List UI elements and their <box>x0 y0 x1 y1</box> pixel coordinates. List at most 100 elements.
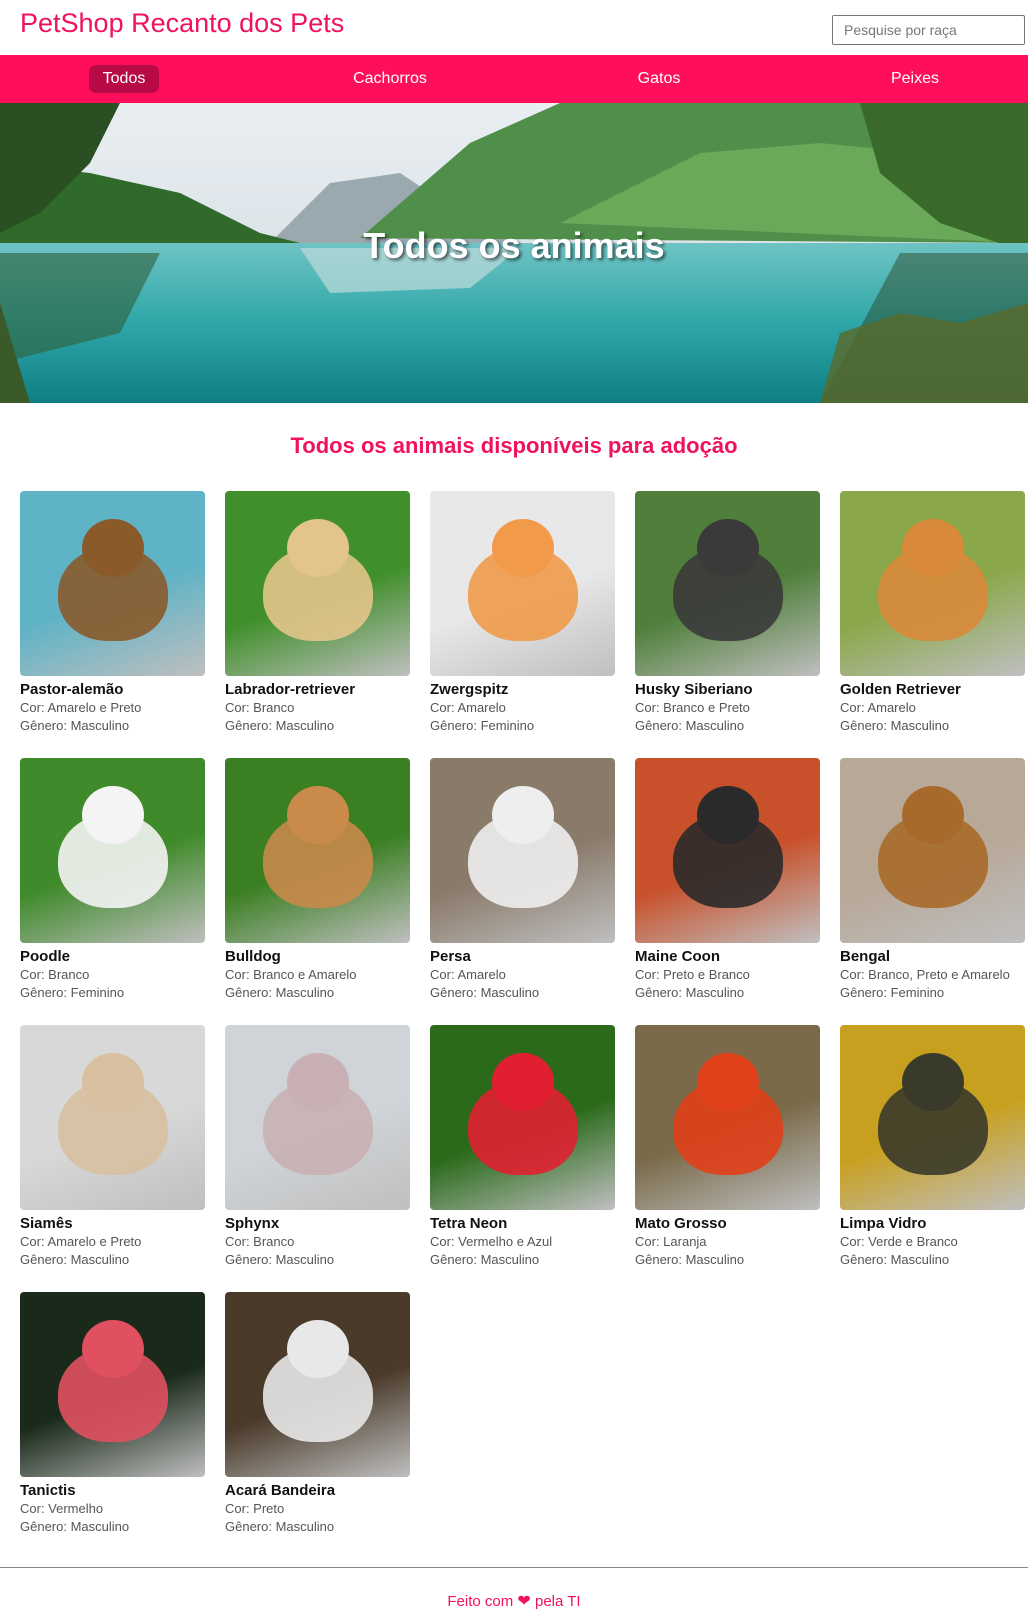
animal-name[interactable]: Husky Siberiano <box>635 681 753 698</box>
animal-card[interactable]: Bulldog Cor: Branco e Amarelo Gênero: Masc… <box>225 758 410 1008</box>
animal-gender: Gênero: Masculino <box>635 718 745 733</box>
animal-photo[interactable] <box>20 758 205 943</box>
heart-icon: ❤ <box>517 1593 531 1610</box>
animal-head <box>902 1053 964 1111</box>
animal-head <box>82 519 144 577</box>
animal-card[interactable]: Siamês Cor: Amarelo e Preto Gênero: Mascul… <box>20 1025 205 1275</box>
animal-photo[interactable] <box>635 491 820 676</box>
animal-color: Cor: Amarelo e Preto <box>20 1234 142 1249</box>
animal-gender: Gênero: Feminino <box>20 985 125 1000</box>
animal-photo[interactable] <box>840 491 1025 676</box>
animal-color: Cor: Preto e Branco <box>635 967 750 982</box>
animal-photo[interactable] <box>635 1025 820 1210</box>
animal-photo[interactable] <box>20 1292 205 1477</box>
animal-name[interactable]: Zwergspitz <box>430 681 509 698</box>
animal-gender: Gênero: Masculino <box>20 1519 130 1534</box>
nav-item-gatos[interactable]: Gatos <box>637 70 681 87</box>
footer: Feito com ❤ pela TI <box>0 1591 1028 1611</box>
animal-head <box>697 786 759 844</box>
animal-head <box>492 519 554 577</box>
animal-head <box>287 786 349 844</box>
animal-name[interactable]: Bengal <box>840 948 891 965</box>
animal-color: Cor: Amarelo <box>840 700 916 715</box>
animal-card[interactable]: Poodle Cor: Branco Gênero: Feminino <box>20 758 205 1008</box>
animal-head <box>82 786 144 844</box>
animal-color: Cor: Branco, Preto e Amarelo <box>840 967 1010 982</box>
animal-color: Cor: Amarelo <box>430 967 506 982</box>
animal-name[interactable]: Persa <box>430 948 471 965</box>
animal-card[interactable]: Maine Coon Cor: Preto e Branco Gênero: Mas… <box>635 758 820 1008</box>
animal-color: Cor: Amarelo <box>430 700 506 715</box>
animal-gender: Gênero: Masculino <box>225 1519 335 1534</box>
animal-name[interactable]: Tanictis <box>20 1482 76 1499</box>
animal-card[interactable]: Golden Retriever Cor: Amarelo Gênero: Masc… <box>840 491 1025 741</box>
nav-item-peixes[interactable]: Peixes <box>890 70 940 87</box>
animal-name[interactable]: Labrador-retriever <box>225 681 356 698</box>
animal-photo[interactable] <box>20 491 205 676</box>
animal-photo[interactable] <box>225 491 410 676</box>
animal-card[interactable]: Tetra Neon Cor: Vermelho e Azul Gênero: Ma… <box>430 1025 615 1275</box>
animal-photo[interactable] <box>840 1025 1025 1210</box>
animal-card[interactable]: Sphynx Cor: Branco Gênero: Masculino <box>225 1025 410 1275</box>
search-input[interactable] <box>832 15 1025 45</box>
animal-name[interactable]: Sphynx <box>225 1215 280 1232</box>
animal-gender: Gênero: Masculino <box>430 985 540 1000</box>
animal-photo[interactable] <box>635 758 820 943</box>
animal-card[interactable]: Tanictis Cor: Vermelho Gênero: Masculino <box>20 1292 205 1542</box>
animal-card[interactable]: Limpa Vidro Cor: Verde e Branco Gênero: Ma… <box>840 1025 1025 1275</box>
animal-card[interactable]: Bengal Cor: Branco, Preto e Amarelo Gênero… <box>840 758 1025 1008</box>
animal-head <box>82 1053 144 1111</box>
animal-card[interactable]: Mato Grosso Cor: Laranja Gênero: Masculino <box>635 1025 820 1275</box>
animal-name[interactable]: Acará Bandeira <box>225 1482 336 1499</box>
animal-photo[interactable] <box>225 1025 410 1210</box>
animal-head <box>697 1053 759 1111</box>
animal-color: Cor: Branco <box>225 700 295 715</box>
animal-head <box>82 1320 144 1378</box>
hero-banner: Todos os animais <box>0 103 1028 403</box>
animal-card[interactable]: Acará Bandeira Cor: Preto Gênero: Masculin… <box>225 1292 410 1542</box>
animal-color: Cor: Verde e Branco <box>840 1234 958 1249</box>
animal-gender: Gênero: Masculino <box>225 718 335 733</box>
animal-name[interactable]: Golden Retriever <box>840 681 961 698</box>
animal-head <box>492 1053 554 1111</box>
animal-photo[interactable] <box>840 758 1025 943</box>
animal-name[interactable]: Siamês <box>20 1215 73 1232</box>
animal-photo[interactable] <box>20 1025 205 1210</box>
animal-photo[interactable] <box>225 758 410 943</box>
top-bar: PetShop Recanto dos Pets <box>0 0 1028 55</box>
animal-color: Cor: Branco <box>225 1234 295 1249</box>
animal-photo[interactable] <box>430 1025 615 1210</box>
animal-card[interactable]: Husky Siberiano Cor: Branco e Preto Gênero… <box>635 491 820 741</box>
animal-gender: Gênero: Masculino <box>840 1252 950 1267</box>
animal-gender: Gênero: Feminino <box>430 718 535 733</box>
animal-color: Cor: Preto <box>225 1501 285 1516</box>
animal-color: Cor: Vermelho e Azul <box>430 1234 553 1249</box>
animal-card[interactable]: Zwergspitz Cor: Amarelo Gênero: Feminino <box>430 491 615 741</box>
nav-item-cachorros[interactable]: Cachorros <box>353 70 427 87</box>
animal-name[interactable]: Pastor-alemão <box>20 681 124 698</box>
animal-gender: Gênero: Masculino <box>635 985 745 1000</box>
animal-name[interactable]: Mato Grosso <box>635 1215 727 1232</box>
animal-photo[interactable] <box>225 1292 410 1477</box>
animal-name[interactable]: Limpa Vidro <box>840 1215 927 1232</box>
animal-name[interactable]: Maine Coon <box>635 948 720 965</box>
animal-color: Cor: Amarelo e Preto <box>20 700 142 715</box>
animal-name[interactable]: Tetra Neon <box>430 1215 508 1232</box>
animal-card[interactable]: Pastor-alemão Cor: Amarelo e Preto Gênero:… <box>20 491 205 741</box>
nav-item-todos[interactable]: Todos <box>89 65 159 93</box>
animal-head <box>287 1320 349 1378</box>
hero-title: Todos os animais <box>363 225 665 266</box>
footer-divider <box>0 1567 1028 1568</box>
animal-head <box>902 519 964 577</box>
animal-gender: Gênero: Masculino <box>430 1252 540 1267</box>
animal-color: Cor: Vermelho <box>20 1501 104 1516</box>
brand-title[interactable]: PetShop Recanto dos Pets <box>20 8 345 38</box>
animal-card[interactable]: Labrador-retriever Cor: Branco Gênero: Mas… <box>225 491 410 741</box>
animal-gender: Gênero: Masculino <box>225 1252 335 1267</box>
animal-photo[interactable] <box>430 491 615 676</box>
animal-gender: Gênero: Feminino <box>840 985 945 1000</box>
animal-card[interactable]: Persa Cor: Amarelo Gênero: Masculino <box>430 758 615 1008</box>
animal-photo[interactable] <box>430 758 615 943</box>
animal-name[interactable]: Poodle <box>20 948 71 965</box>
animal-name[interactable]: Bulldog <box>225 948 281 965</box>
